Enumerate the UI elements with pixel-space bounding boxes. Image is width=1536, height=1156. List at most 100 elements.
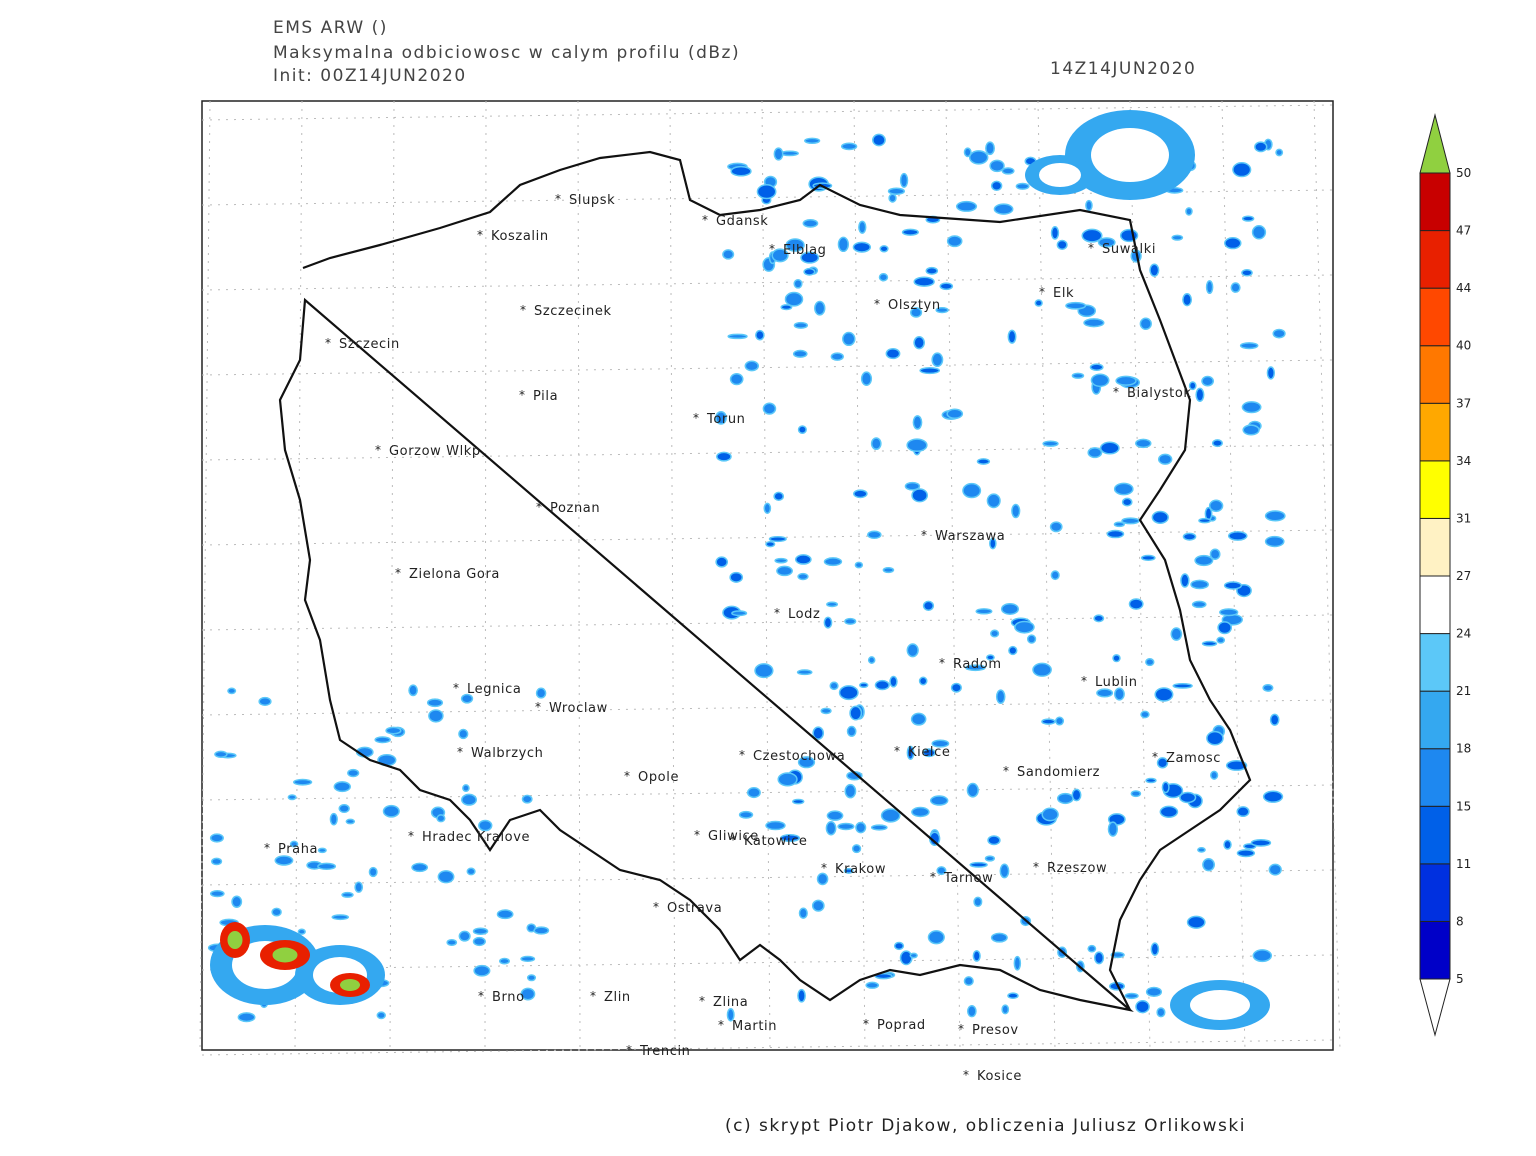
echo <box>271 907 282 917</box>
echo <box>408 684 418 697</box>
city-marker: * <box>1088 241 1094 255</box>
echo <box>1217 621 1233 635</box>
echo <box>1041 807 1059 822</box>
city-label: Elk <box>1053 286 1074 301</box>
echo <box>472 936 486 947</box>
echo <box>385 726 402 735</box>
city-marker: * <box>821 861 827 875</box>
echo <box>922 600 935 611</box>
map-frame <box>201 100 1334 1051</box>
colorbar-label: 27 <box>1456 569 1471 583</box>
echo <box>338 804 350 814</box>
echo <box>925 266 939 275</box>
echo-cell <box>1190 990 1250 1020</box>
city-label: Radom <box>953 657 1002 672</box>
echo <box>906 438 928 453</box>
echo <box>812 726 825 740</box>
echo <box>1011 503 1021 519</box>
echo <box>1202 857 1215 872</box>
echo <box>1000 602 1020 615</box>
echo <box>209 890 225 898</box>
echo <box>1034 299 1043 307</box>
echo <box>955 200 978 212</box>
echo <box>1007 329 1017 344</box>
colorbar-label: 21 <box>1456 684 1471 698</box>
echo <box>1093 614 1105 623</box>
echo <box>844 617 857 625</box>
echo <box>1264 535 1285 548</box>
echo <box>825 820 837 836</box>
echo <box>972 950 981 962</box>
echo <box>1065 301 1087 310</box>
city-label: Olsztyn <box>888 298 941 313</box>
echo <box>426 698 444 708</box>
city-marker: * <box>555 192 561 206</box>
echo <box>1216 636 1226 644</box>
echo <box>826 601 839 608</box>
echo <box>1130 790 1142 798</box>
echo <box>899 172 909 188</box>
echo <box>846 725 857 737</box>
city-marker: * <box>395 566 401 580</box>
echo <box>1007 992 1019 999</box>
echo <box>792 798 805 805</box>
echo <box>1050 570 1060 581</box>
echo <box>341 891 354 898</box>
echo <box>796 669 813 676</box>
colorbar-band <box>1419 748 1451 807</box>
colorbar-band <box>1419 345 1451 404</box>
echo <box>904 481 921 491</box>
echo <box>1081 228 1103 243</box>
city-marker: * <box>457 745 463 759</box>
city-label: Walbrzych <box>471 746 544 761</box>
echo <box>1001 1004 1010 1015</box>
city-marker: * <box>519 388 525 402</box>
echo <box>297 928 306 935</box>
echo <box>329 812 338 826</box>
city-label: Poprad <box>877 1018 926 1033</box>
echo <box>993 203 1014 215</box>
colorbar-over <box>1419 113 1451 174</box>
echo <box>797 425 807 434</box>
echo <box>872 133 886 147</box>
echo <box>1087 944 1097 953</box>
echo <box>382 804 400 818</box>
echo <box>1049 521 1063 533</box>
echo <box>853 489 868 499</box>
echo <box>784 291 804 307</box>
echo <box>1110 951 1125 959</box>
echo <box>458 930 471 942</box>
echo <box>793 278 803 289</box>
colorbar-band <box>1419 805 1451 865</box>
echo <box>931 352 944 368</box>
city-marker: * <box>769 242 775 256</box>
echo <box>777 772 798 787</box>
echo <box>754 663 774 679</box>
echo <box>1087 447 1103 459</box>
echo <box>995 689 1006 704</box>
echo <box>927 930 945 945</box>
echo <box>1145 777 1157 784</box>
echo <box>874 972 893 980</box>
city-marker: * <box>939 656 945 670</box>
echo <box>1230 282 1241 293</box>
echo <box>999 863 1010 879</box>
echo-core <box>272 947 298 963</box>
echo <box>913 276 935 287</box>
colorbar-band <box>1419 920 1451 980</box>
echo <box>765 541 776 548</box>
echo <box>922 748 936 758</box>
echo <box>1223 581 1243 590</box>
echo <box>1055 716 1065 726</box>
echo <box>472 927 489 935</box>
echo <box>237 1012 256 1023</box>
echo <box>989 537 997 550</box>
echo <box>1135 1000 1150 1014</box>
model-name: EMS ARW () <box>273 18 388 38</box>
colorbar-label: 24 <box>1456 627 1471 641</box>
echo <box>289 840 299 848</box>
echo <box>1252 949 1273 963</box>
echo <box>1128 598 1144 610</box>
init-time: Init: 00Z14JUN2020 <box>273 66 467 86</box>
